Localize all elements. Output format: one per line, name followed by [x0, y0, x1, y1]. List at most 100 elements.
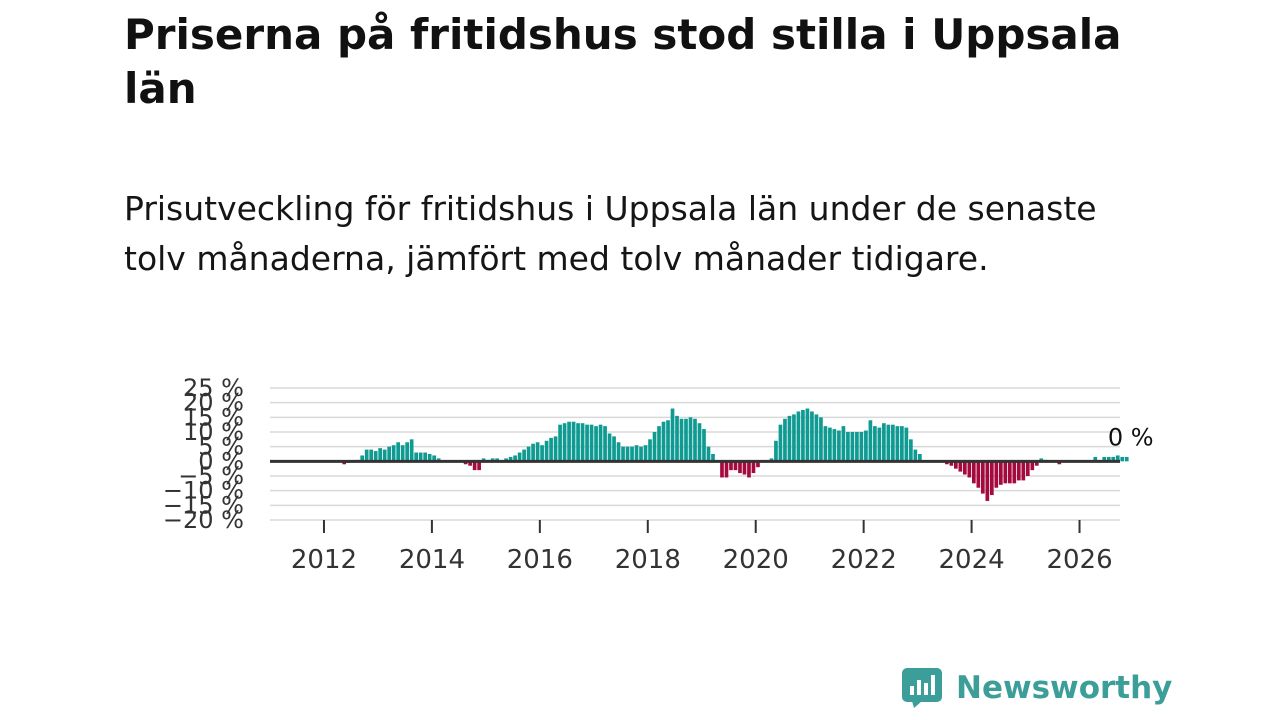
data-bar [400, 445, 405, 462]
data-bar [724, 461, 729, 478]
data-bar [562, 423, 567, 462]
data-bar [643, 445, 648, 462]
data-bar [913, 449, 918, 462]
data-bar [729, 461, 733, 471]
data-bar [756, 461, 760, 468]
data-bar [711, 454, 715, 462]
last-value-label: 0 % [1108, 423, 1154, 451]
data-bar [904, 427, 909, 462]
data-bar [517, 452, 522, 462]
data-bar [684, 418, 688, 462]
data-bar [998, 461, 1003, 485]
data-bar [612, 436, 616, 462]
data-bar [819, 417, 823, 462]
data-bar [639, 446, 643, 462]
data-bar [1115, 455, 1120, 462]
data-bar [589, 424, 594, 462]
data-bar [1034, 461, 1039, 466]
x-tick-label: 2026 [1046, 545, 1112, 575]
data-bar [751, 461, 756, 474]
data-bar [891, 424, 895, 462]
data-bar [603, 426, 607, 462]
data-bar [598, 424, 603, 462]
data-bar [850, 432, 855, 462]
x-tick-label: 2020 [723, 545, 789, 575]
data-bar [778, 424, 783, 462]
data-bar [873, 426, 877, 462]
data-bar [553, 436, 558, 462]
y-tick-label: 0 % [198, 447, 244, 475]
y-tick-label: 15 % [183, 403, 244, 431]
data-bar [571, 421, 576, 462]
data-bar [1093, 456, 1098, 462]
data-bar [648, 439, 652, 462]
data-bar [679, 418, 684, 462]
data-bar [1120, 456, 1125, 462]
data-bar [855, 432, 859, 462]
data-bar [832, 429, 837, 462]
data-bar [616, 442, 621, 462]
data-bar [697, 423, 702, 462]
data-bar [980, 461, 985, 494]
data-bar [396, 442, 401, 462]
data-bar [661, 421, 666, 462]
data-bar [882, 423, 886, 462]
data-bar [742, 461, 747, 475]
y-tick-label: 25 % [183, 374, 244, 402]
data-bar [634, 445, 639, 462]
data-bar [432, 455, 436, 462]
bar-chart: 25 %20 %15 %10 %5 %0 %−5 %−10 %−15 %−20 … [163, 374, 1154, 575]
data-bar [787, 415, 792, 462]
data-bar [1030, 461, 1035, 471]
data-bar [540, 445, 544, 462]
data-bar [522, 449, 526, 462]
chart-title: Priserna på fritidshus stod stilla i Upp… [124, 10, 1122, 113]
data-bar [1012, 461, 1017, 484]
x-tick-label: 2024 [939, 545, 1005, 575]
data-bar [675, 415, 679, 462]
data-bar [477, 461, 481, 471]
newsworthy-logo-icon [902, 668, 942, 708]
chart-subtitle: Prisutveckling för fritidshus i Uppsala … [124, 189, 1097, 278]
data-bar [877, 427, 882, 462]
data-bar [630, 446, 634, 462]
y-tick-label: −15 % [163, 491, 244, 519]
data-bar [405, 442, 410, 462]
y-tick-label: −5 % [178, 462, 244, 490]
data-bar [1025, 461, 1030, 476]
data-bar [423, 452, 428, 462]
x-tick-label: 2022 [831, 545, 897, 575]
data-bar [1124, 456, 1129, 462]
data-bar [962, 461, 967, 475]
x-tick-label: 2016 [507, 545, 573, 575]
data-bar [688, 417, 693, 462]
data-bar [895, 426, 900, 462]
data-bar [810, 411, 814, 462]
data-bar [720, 461, 724, 478]
data-bar [382, 449, 387, 462]
data-bar [693, 418, 697, 462]
data-bar [607, 433, 612, 462]
data-bar [625, 446, 630, 462]
data-bar [513, 455, 517, 462]
data-bar [585, 424, 589, 462]
data-bar [823, 426, 828, 462]
data-bar [418, 452, 423, 462]
data-bar [549, 437, 553, 462]
data-bar [958, 461, 963, 472]
data-bar [971, 461, 976, 484]
data-bar [364, 449, 369, 462]
data-bar [544, 440, 549, 462]
data-bar [1016, 461, 1021, 481]
data-bar [967, 461, 972, 478]
data-bar [1106, 456, 1111, 462]
data-bar [666, 420, 670, 462]
data-bar [576, 423, 580, 462]
data-bar [985, 461, 990, 501]
x-tick-label: 2018 [615, 545, 681, 575]
data-bar [472, 461, 477, 471]
data-bar [900, 426, 904, 462]
data-bar [868, 420, 873, 462]
data-bar [657, 426, 661, 462]
data-bar [1021, 461, 1026, 481]
